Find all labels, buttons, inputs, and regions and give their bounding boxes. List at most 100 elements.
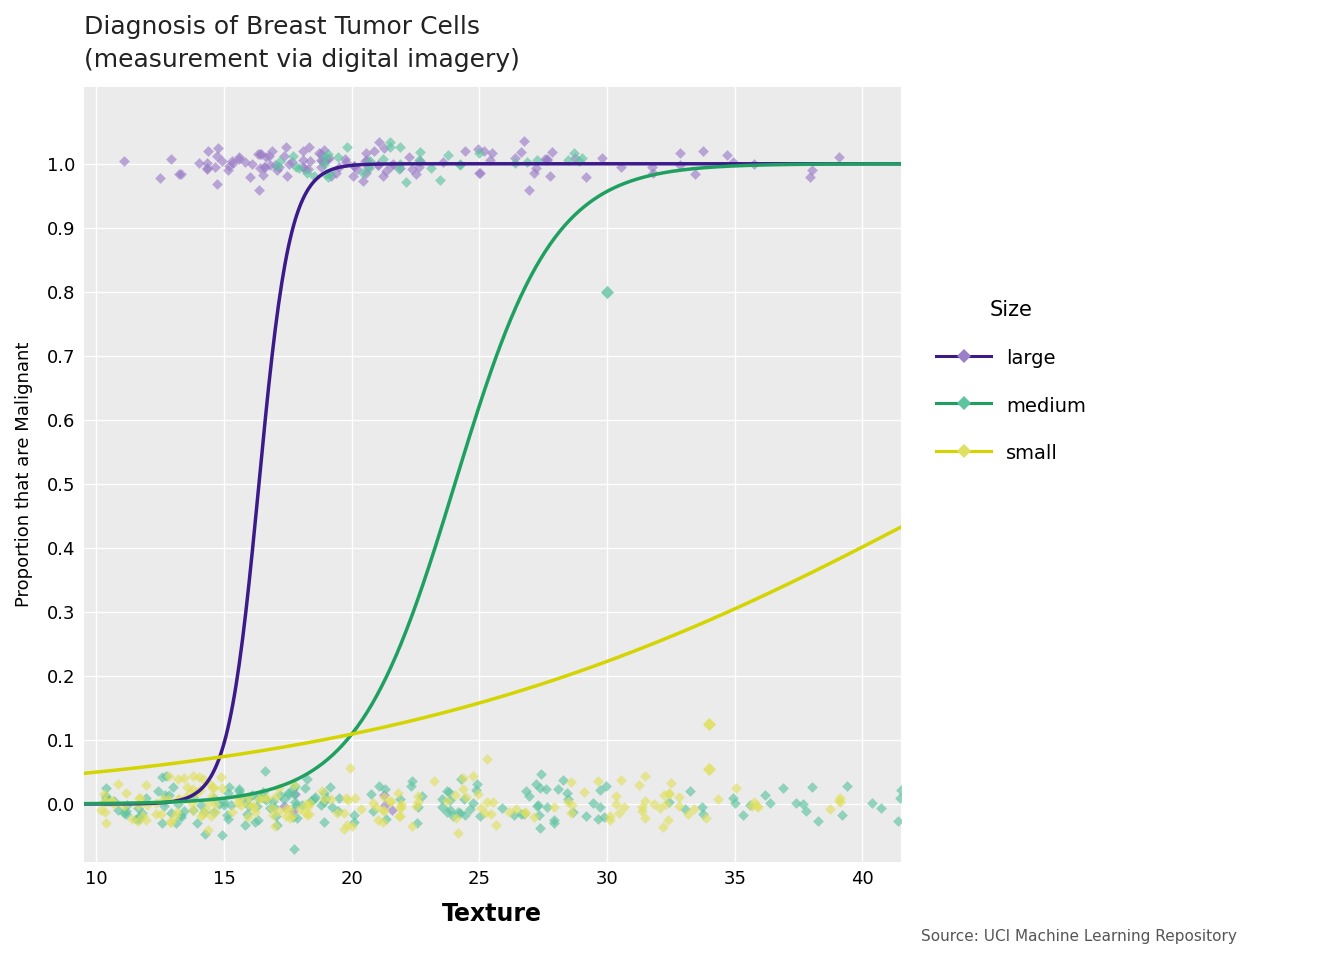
Point (159, 814, 180, 829)
Point (313, 156, 335, 172)
Point (478, 152, 500, 167)
Point (388, 808, 410, 824)
Point (293, 158, 314, 174)
Point (128, 797, 149, 812)
Point (125, 811, 146, 827)
Point (238, 798, 259, 813)
Point (630, 799, 652, 814)
Point (261, 801, 282, 816)
Point (200, 808, 222, 824)
Point (379, 133, 401, 149)
Point (297, 807, 319, 823)
Point (528, 807, 550, 823)
Point (610, 772, 632, 787)
Point (116, 803, 137, 818)
Point (188, 156, 210, 171)
Point (399, 150, 421, 165)
Point (169, 809, 191, 825)
Point (246, 799, 267, 814)
Point (266, 818, 288, 833)
Point (634, 810, 656, 826)
Point (504, 807, 526, 823)
Point (300, 795, 321, 810)
Point (310, 147, 332, 162)
Point (634, 768, 656, 783)
Point (527, 152, 548, 167)
Point (261, 143, 282, 158)
Point (237, 806, 258, 822)
Point (597, 284, 618, 300)
Point (216, 811, 238, 827)
Point (556, 794, 578, 809)
Point (754, 787, 775, 803)
Point (276, 139, 297, 155)
Point (669, 789, 691, 804)
Point (113, 805, 134, 821)
Point (103, 793, 125, 808)
Point (222, 153, 243, 168)
Point (829, 795, 851, 810)
Point (390, 808, 411, 824)
Point (273, 791, 294, 806)
Point (649, 801, 671, 816)
Point (409, 153, 430, 168)
Point (293, 143, 314, 158)
Point (402, 161, 423, 177)
Point (564, 150, 586, 165)
Point (562, 804, 583, 820)
Point (469, 166, 491, 181)
Point (747, 800, 769, 815)
Point (351, 801, 372, 816)
Point (203, 790, 224, 805)
Point (407, 800, 429, 815)
Point (155, 787, 176, 803)
Point (569, 154, 590, 169)
Point (439, 793, 461, 808)
Point (669, 157, 691, 173)
Point (314, 790, 336, 805)
Point (227, 795, 249, 810)
Point (207, 140, 228, 156)
Point (527, 798, 548, 813)
Point (228, 151, 250, 166)
Point (216, 162, 238, 178)
Point (468, 145, 489, 160)
Point (587, 773, 609, 788)
Point (198, 143, 219, 158)
Point (511, 806, 532, 822)
Point (336, 139, 358, 155)
Point (195, 827, 216, 842)
Point (516, 155, 538, 170)
Point (462, 795, 484, 810)
Point (523, 165, 544, 180)
Point (321, 791, 343, 806)
Point (203, 804, 224, 819)
Point (313, 814, 335, 829)
Point (333, 152, 355, 167)
Point (312, 154, 333, 169)
Point (190, 809, 211, 825)
Point (388, 161, 410, 177)
Point (360, 786, 382, 802)
Point (181, 803, 203, 818)
Point (210, 770, 231, 785)
Point (726, 780, 747, 796)
Point (470, 801, 492, 816)
Point (230, 797, 251, 812)
Point (173, 804, 195, 819)
Point (280, 810, 301, 826)
Point (171, 166, 192, 181)
Point (183, 768, 204, 783)
Point (352, 173, 374, 188)
Point (251, 789, 273, 804)
Point (265, 819, 286, 834)
Point (345, 161, 367, 177)
Point (168, 771, 190, 786)
Point (165, 815, 187, 830)
Point (255, 792, 277, 807)
Point (353, 154, 375, 169)
Point (511, 145, 532, 160)
Point (317, 146, 339, 161)
Point (344, 790, 366, 805)
Point (300, 793, 321, 808)
